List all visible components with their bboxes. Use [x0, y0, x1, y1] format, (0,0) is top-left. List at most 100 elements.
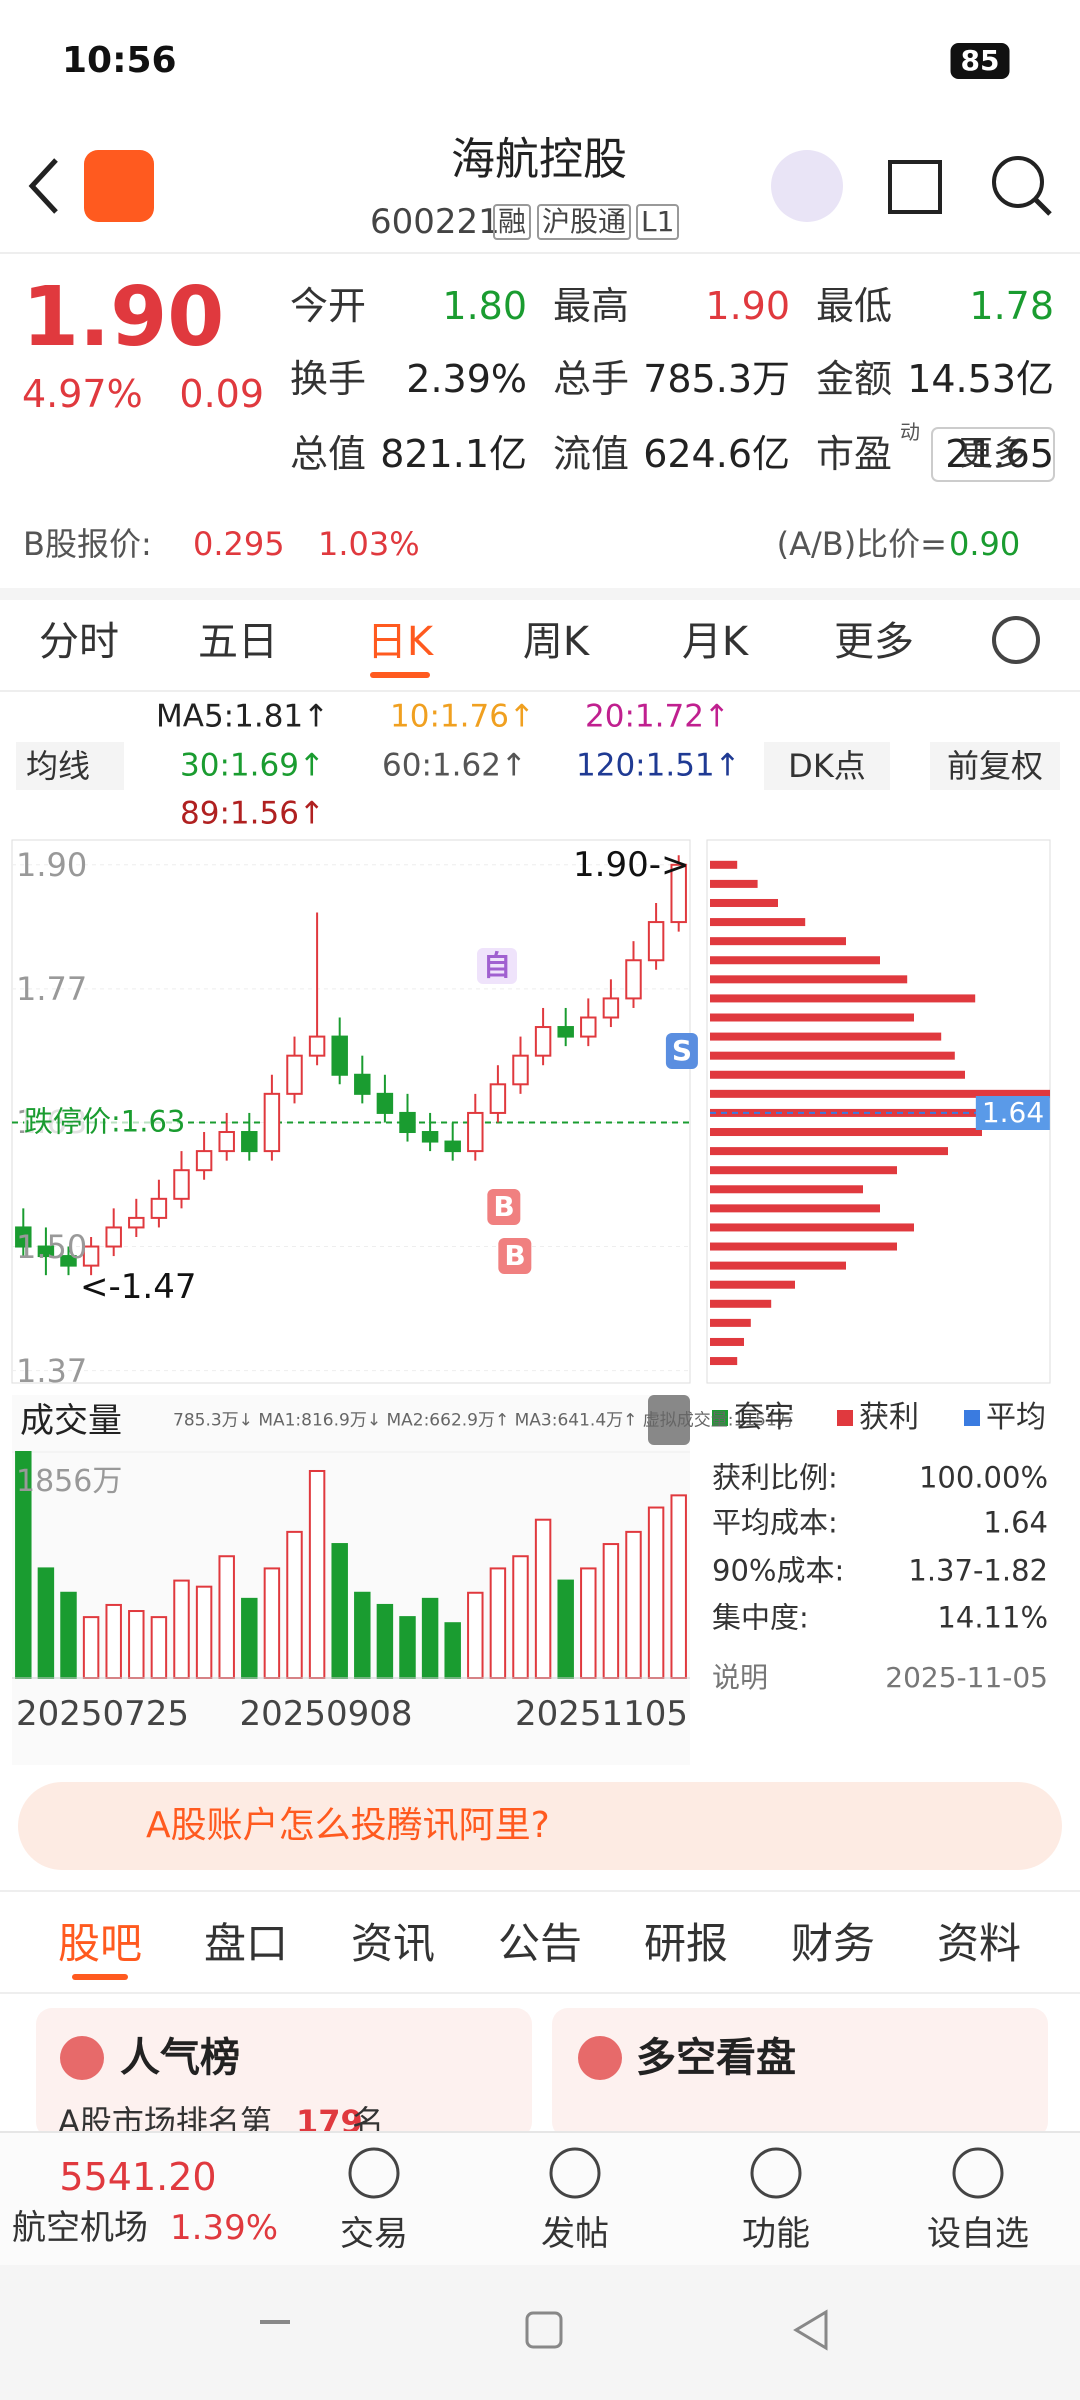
search-icon[interactable]	[992, 156, 1044, 208]
back-icon[interactable]	[28, 158, 58, 214]
divider	[0, 588, 1080, 600]
field-label: 换手	[290, 357, 367, 401]
index-value: 5541.20	[59, 2155, 217, 2199]
dk-button[interactable]: DK点	[788, 747, 866, 785]
volume-bar	[173, 1579, 190, 1679]
banner-text[interactable]: A股账户怎么投腾讯阿里?	[146, 1805, 550, 1846]
volume-bar	[218, 1555, 235, 1680]
card-title[interactable]: 多空看盘	[636, 2035, 796, 2081]
nav-item[interactable]: 设自选	[927, 2214, 1029, 2254]
nav-icon	[549, 2147, 601, 2199]
dk-box[interactable]	[764, 742, 890, 790]
chart-tab[interactable]: 分时	[39, 619, 119, 665]
volume-bar	[60, 1591, 77, 1680]
card-title[interactable]: 人气榜	[120, 2035, 240, 2081]
field-value: 21.65	[945, 432, 1054, 476]
stat-label: 获利比例:	[712, 1460, 838, 1495]
divider	[0, 1890, 1080, 1892]
volume-bar	[376, 1603, 394, 1680]
note-link[interactable]: 说明	[712, 1661, 769, 1694]
chart-frame	[11, 839, 691, 1384]
nav-item[interactable]: 交易	[340, 2214, 408, 2254]
volume-bar	[105, 1603, 122, 1680]
index-pct: 1.39%	[170, 2208, 279, 2248]
field-label: 市盈	[816, 432, 893, 476]
fq-box[interactable]	[930, 742, 1060, 790]
stock-tag: L1	[636, 204, 680, 240]
section-tab[interactable]: 资讯	[350, 1919, 436, 1968]
volume-bar	[421, 1597, 439, 1680]
section-tab[interactable]: 公告	[497, 1919, 583, 1968]
ma-selector[interactable]: 均线	[26, 747, 91, 785]
volume-bar	[534, 1518, 552, 1680]
status-time: 10:56	[62, 40, 177, 81]
nav-item[interactable]: 发帖	[541, 2214, 609, 2254]
more-button[interactable]	[931, 427, 1055, 482]
volume-bar	[82, 1616, 100, 1679]
card[interactable]	[552, 2008, 1048, 2138]
divider	[0, 690, 1080, 692]
volume-indicators: 785.3万↓ MA1:816.9万↓ MA2:662.9万↑ MA3:641.…	[173, 1410, 794, 1431]
field-label: 总值	[290, 432, 367, 476]
stock-code: 600221	[370, 202, 500, 242]
chip-bar	[710, 1089, 1050, 1098]
section-tab[interactable]: 财务	[790, 1919, 876, 1968]
settings-icon[interactable]	[992, 616, 1040, 664]
menu-key[interactable]	[260, 2320, 290, 2324]
share-icon[interactable]	[888, 160, 942, 214]
field-value: 1.90	[705, 284, 790, 328]
stat-value: 1.64	[983, 1505, 1048, 1540]
stat-value: 1.37-1.82	[908, 1553, 1048, 1588]
back-key[interactable]	[793, 2309, 828, 2351]
banner-bg[interactable]	[18, 1782, 1062, 1870]
candle-body	[331, 1035, 348, 1076]
fq-button[interactable]: 前复权	[946, 747, 1044, 785]
candle-body	[286, 1054, 303, 1095]
section-tab[interactable]: 资料	[936, 1919, 1022, 1968]
ma-value: 20:1.72↑	[585, 698, 730, 735]
y-tick-label: 1.77	[16, 969, 88, 1008]
search-icon	[1034, 198, 1052, 216]
chart-tab[interactable]: 周K	[522, 619, 590, 665]
home-key[interactable]	[525, 2311, 563, 2349]
battery: 85	[950, 43, 1010, 79]
trade-marker: S	[665, 1033, 699, 1069]
low-note: <-1.47	[80, 1267, 197, 1307]
chart-tab[interactable]: 日K	[366, 619, 434, 665]
x-tick-label: 20251105	[514, 1694, 688, 1734]
nav-icon	[952, 2147, 1004, 2199]
stock-tag: 融	[493, 204, 532, 240]
change-pct: 4.97%	[22, 372, 143, 416]
card-icon	[60, 2036, 104, 2080]
section-tab[interactable]: 研报	[643, 1919, 729, 1968]
nav-item[interactable]: 功能	[742, 2214, 810, 2254]
candle-body	[195, 1150, 213, 1172]
card[interactable]	[36, 2008, 532, 2138]
chart-tab[interactable]: 更多	[834, 619, 914, 665]
last-price: 1.90	[22, 270, 225, 365]
chip-bar	[710, 1318, 751, 1327]
y-tick-label: 1.50	[16, 1227, 88, 1266]
stat-value: 100.00%	[918, 1460, 1048, 1495]
expand-button[interactable]	[648, 1395, 690, 1445]
chip-bar	[710, 956, 880, 965]
candle-body	[444, 1140, 461, 1153]
candle-body	[60, 1255, 77, 1267]
volume-bar	[331, 1543, 348, 1679]
volume-label[interactable]: 成交量	[20, 1401, 122, 1441]
chart-tab[interactable]: 五日	[198, 619, 278, 665]
stat-label: 集中度:	[712, 1600, 809, 1635]
chart-tab[interactable]: 月K	[681, 619, 749, 665]
section-tab[interactable]: 盘口	[203, 1919, 289, 1968]
candle-body	[150, 1197, 168, 1219]
ma-selector-box[interactable]	[16, 742, 124, 790]
avg-cost-label: 1.64	[975, 1095, 1051, 1130]
stat-value: 14.11%	[937, 1600, 1048, 1635]
field-value: 821.1亿	[380, 432, 527, 476]
more-button[interactable]: 更多	[959, 434, 1027, 474]
ma-value: 30:1.69↑	[180, 747, 325, 784]
avatar[interactable]	[771, 150, 843, 222]
volume-bar	[670, 1494, 687, 1679]
section-tab[interactable]: 股吧	[57, 1919, 143, 1968]
stat-label: 平均成本:	[712, 1505, 838, 1540]
